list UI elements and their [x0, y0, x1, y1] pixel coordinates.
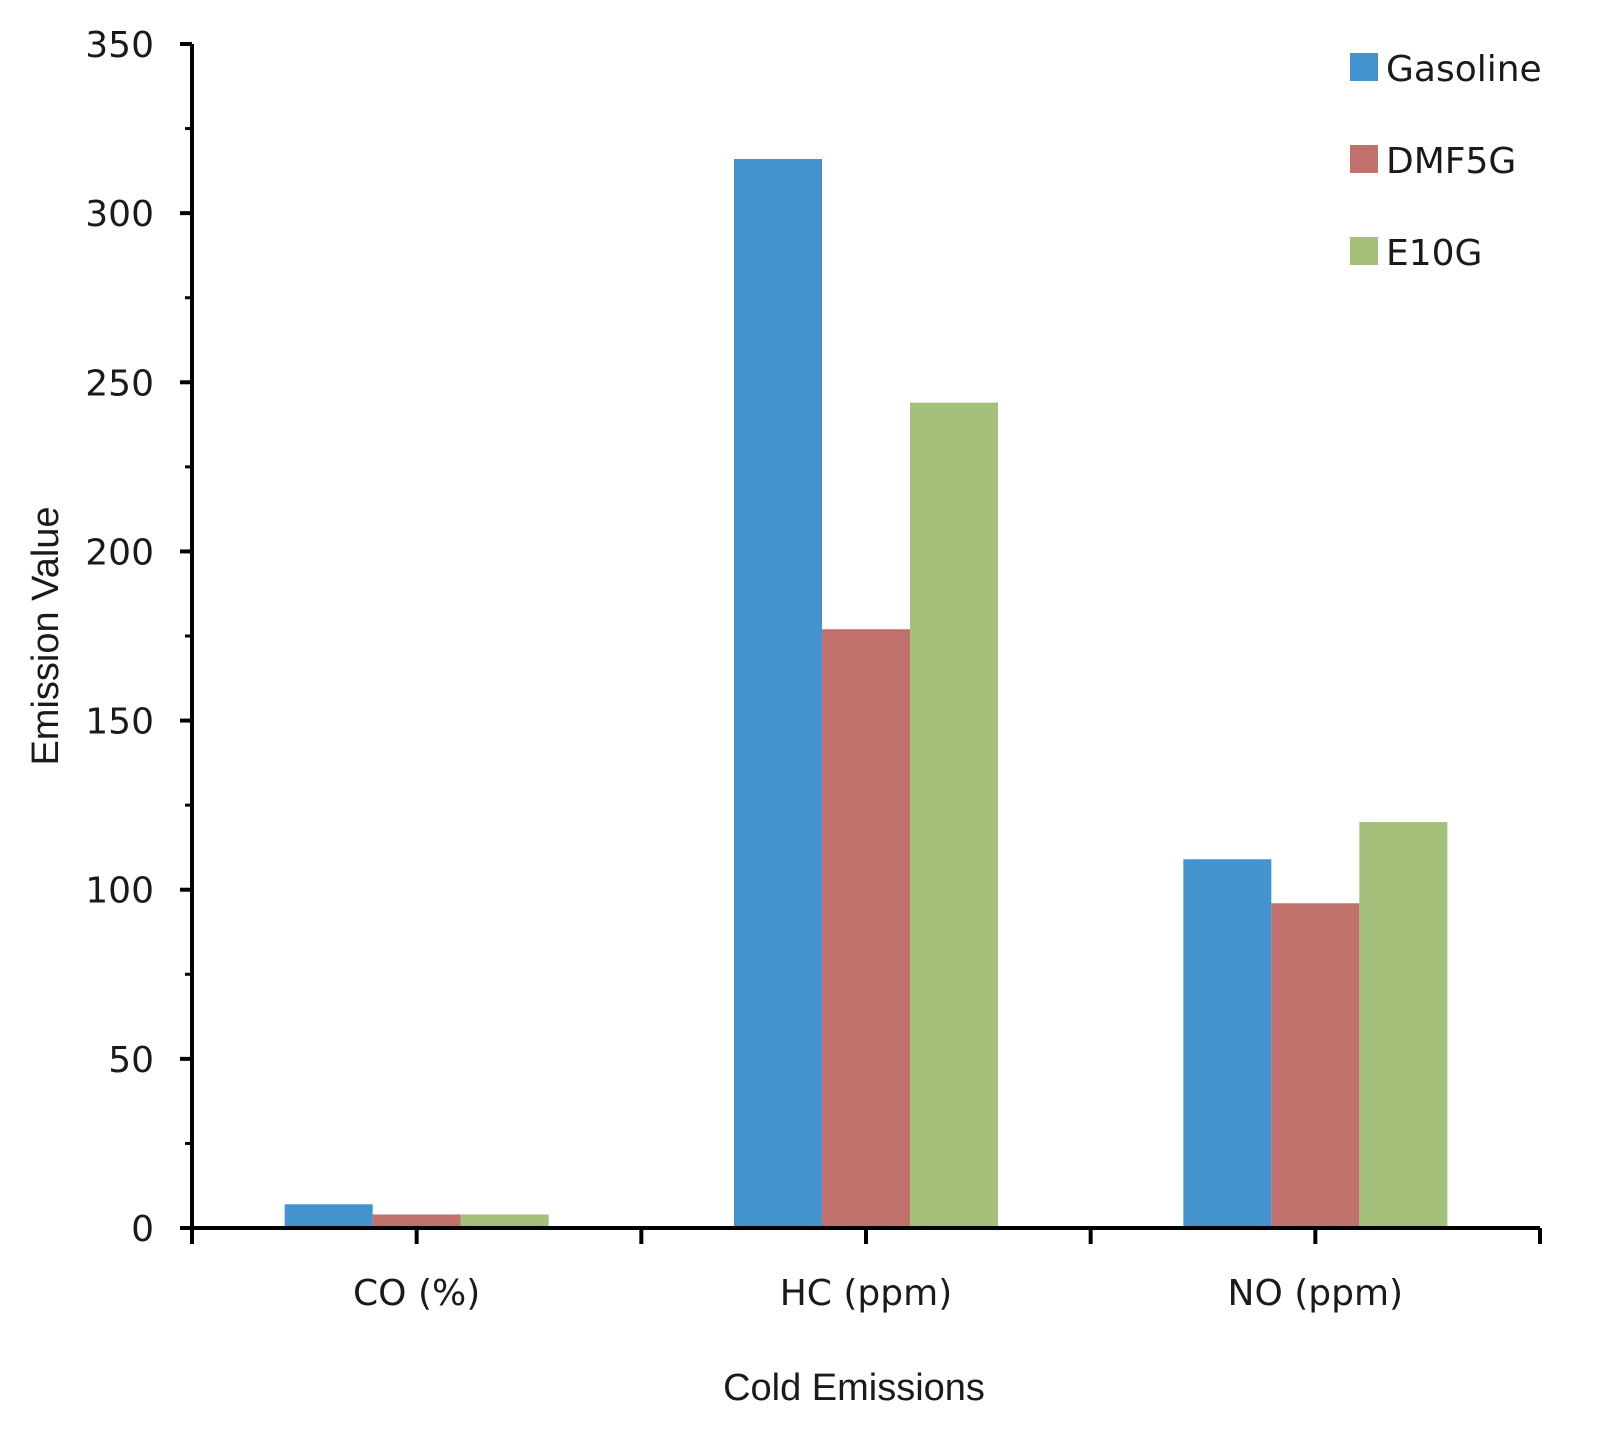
x-tick-label: HC (ppm) — [780, 1273, 953, 1314]
bar-dmf5g-2 — [822, 629, 910, 1228]
bar-gasoline-1 — [284, 1204, 373, 1228]
y-axis-title: Emission Value — [25, 506, 67, 765]
bars-layer — [284, 159, 1448, 1229]
x-axis-ticks: CO (%) HC (ppm) NO (ppm) — [190, 1228, 1542, 1314]
y-tick-label: 150 — [85, 702, 154, 743]
legend-swatch-dmf5g — [1350, 145, 1378, 173]
bar-e10g-1 — [460, 1214, 549, 1228]
bar-dmf5g-3 — [1271, 903, 1360, 1228]
legend: Gasoline DMF5G E10G — [1350, 49, 1542, 274]
x-tick-label: NO (ppm) — [1228, 1273, 1404, 1314]
x-tick-label: CO (%) — [353, 1273, 480, 1314]
bar-gasoline-2 — [734, 159, 822, 1229]
bar-e10g-2 — [910, 402, 998, 1228]
y-tick-label: 300 — [85, 194, 154, 235]
legend-label-e10g: E10G — [1386, 233, 1482, 274]
legend-label-gasoline: Gasoline — [1386, 49, 1542, 90]
y-tick-label: 0 — [131, 1209, 154, 1250]
legend-swatch-gasoline — [1350, 53, 1378, 81]
x-axis-title: Cold Emissions — [723, 1367, 985, 1409]
y-tick-label: 350 — [85, 25, 154, 66]
bar-dmf5g-1 — [372, 1214, 461, 1228]
y-axis-ticks: 0 50 100 150 200 250 300 350 — [85, 25, 192, 1250]
legend-label-dmf5g: DMF5G — [1386, 141, 1516, 182]
legend-swatch-e10g — [1350, 237, 1378, 265]
y-tick-label: 50 — [108, 1040, 154, 1081]
bar-e10g-3 — [1359, 822, 1448, 1228]
y-tick-label: 200 — [85, 532, 154, 573]
bar-gasoline-3 — [1183, 859, 1272, 1228]
y-tick-label: 250 — [85, 363, 154, 404]
y-tick-label: 100 — [85, 871, 154, 912]
